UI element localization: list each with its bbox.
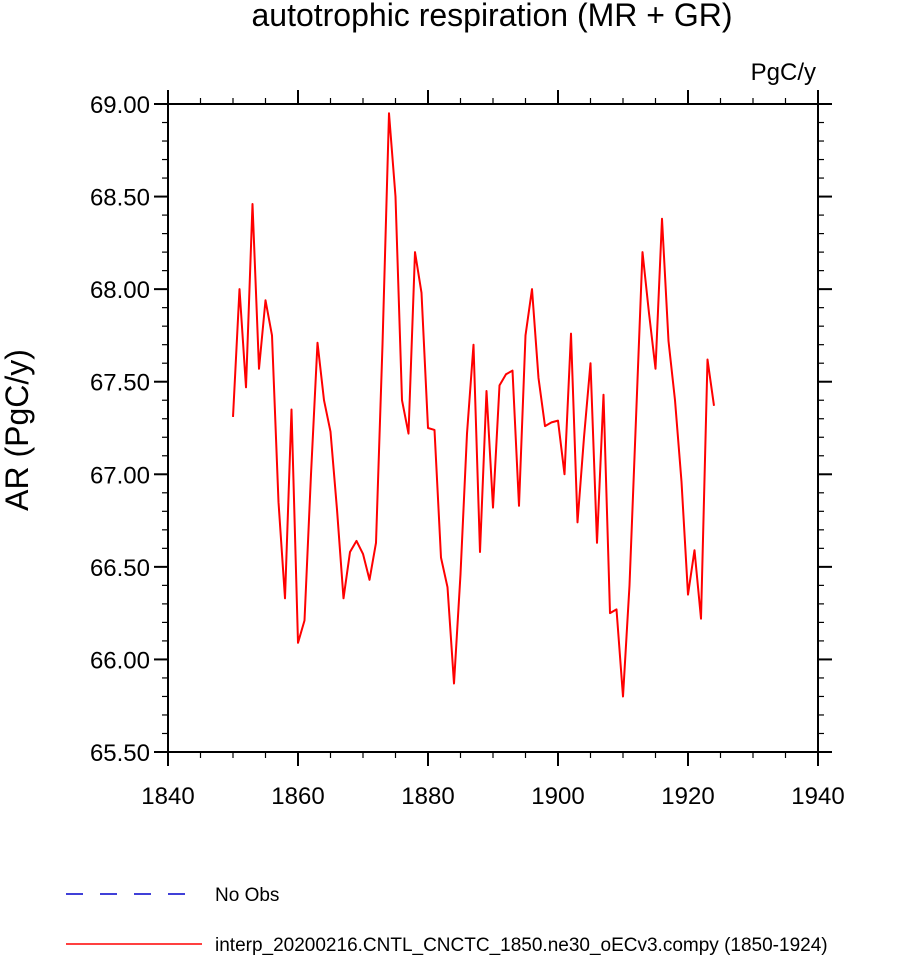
y-tick-label: 68.50 xyxy=(90,185,150,212)
series-layer xyxy=(232,112,715,698)
y-axis-ticks: 65.50 66.00 66.50 67.00 67.50 68.00 68.50 69.00 xyxy=(90,92,832,767)
x-axis-ticks: 1840 1860 1880 1900 1920 1940 xyxy=(141,90,845,810)
legend-label-model: interp_20200216.CNTL_CNCTC_1850.ne30_oEC… xyxy=(215,935,828,956)
x-tick-label: 1840 xyxy=(141,783,194,810)
series-line xyxy=(232,112,715,698)
x-tick-label: 1920 xyxy=(661,783,714,810)
y-tick-label: 69.00 xyxy=(90,92,150,119)
y-tick-label: 68.00 xyxy=(90,277,150,304)
plot-border xyxy=(167,103,819,753)
x-tick-label: 1860 xyxy=(271,783,324,810)
legend-label-no-obs: No Obs xyxy=(215,885,279,906)
units-label: PgC/y xyxy=(751,59,816,86)
chart-title: autotrophic respiration (MR + GR) xyxy=(251,0,732,33)
y-tick-label: 67.00 xyxy=(90,462,150,489)
x-tick-label: 1900 xyxy=(531,783,584,810)
y-tick-label: 66.50 xyxy=(90,555,150,582)
x-tick-label: 1940 xyxy=(791,783,844,810)
legend: No Obs interp_20200216.CNTL_CNCTC_1850.n… xyxy=(66,885,828,956)
y-tick-label: 67.50 xyxy=(90,370,150,397)
y-axis-label: AR (PgC/y) xyxy=(0,349,35,511)
plot-frame xyxy=(167,103,819,753)
y-tick-label: 66.00 xyxy=(90,647,150,674)
x-tick-label: 1880 xyxy=(401,783,454,810)
y-tick-label: 65.50 xyxy=(90,740,150,767)
